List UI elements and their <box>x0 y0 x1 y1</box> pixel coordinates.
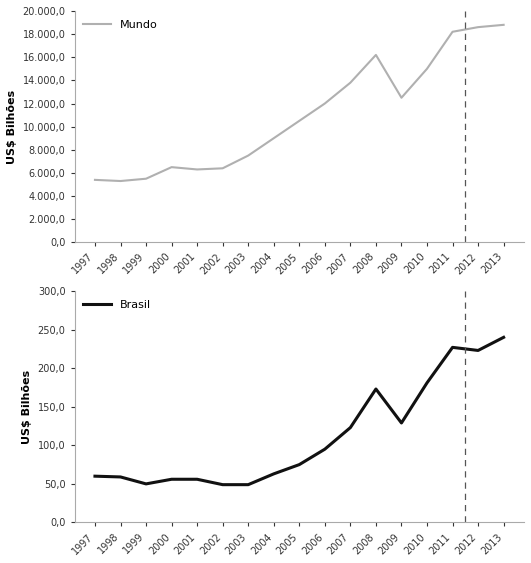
Y-axis label: US$ Bilhões: US$ Bilhões <box>7 90 17 164</box>
Y-axis label: US$ Bilhões: US$ Bilhões <box>22 370 32 444</box>
Legend: Mundo: Mundo <box>80 16 161 33</box>
Legend: Brasil: Brasil <box>80 297 155 313</box>
